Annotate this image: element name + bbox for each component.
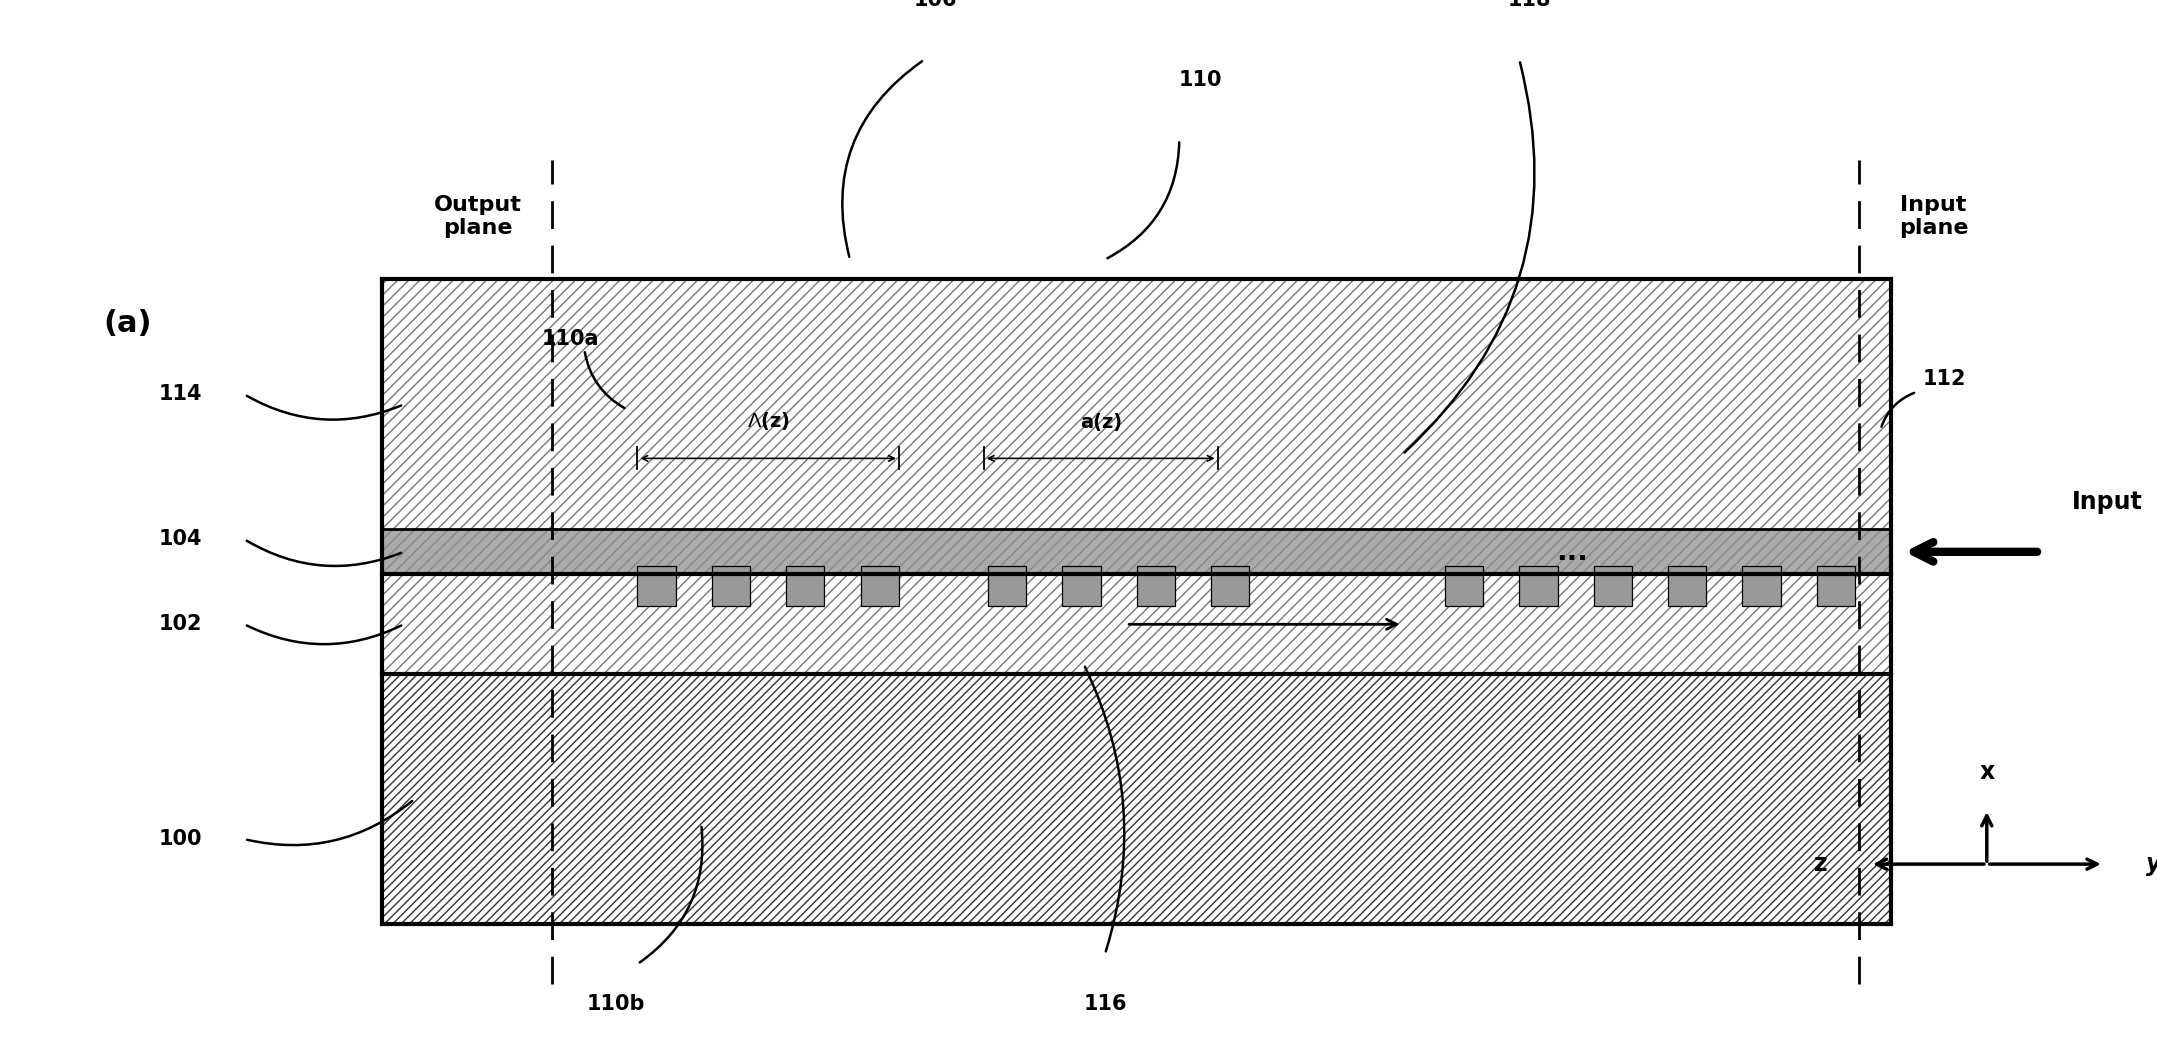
Text: z: z — [1814, 852, 1827, 876]
Text: 118: 118 — [1508, 0, 1551, 9]
Text: Input
plane: Input plane — [1898, 195, 1969, 238]
Bar — [712, 566, 751, 606]
Bar — [1137, 566, 1176, 606]
Text: ...: ... — [1557, 538, 1588, 566]
Bar — [382, 529, 1892, 574]
Text: 110a: 110a — [541, 330, 600, 350]
Text: $\Lambda$(z): $\Lambda$(z) — [746, 410, 789, 432]
Bar — [638, 566, 675, 606]
Bar — [1594, 566, 1633, 606]
Text: 104: 104 — [160, 529, 203, 549]
Text: 116: 116 — [1083, 994, 1126, 1014]
Text: Output
plane: Output plane — [434, 195, 522, 238]
Bar — [1743, 566, 1782, 606]
Bar — [785, 566, 824, 606]
Bar — [1667, 566, 1706, 606]
Bar — [988, 566, 1027, 606]
Bar — [861, 566, 899, 606]
Text: x: x — [1980, 760, 1995, 784]
Text: y: y — [2146, 852, 2157, 876]
Text: 110b: 110b — [587, 994, 645, 1014]
Text: Input: Input — [2071, 490, 2142, 514]
Text: (a): (a) — [104, 310, 151, 338]
Text: 110: 110 — [1180, 70, 1223, 90]
Text: 112: 112 — [1924, 370, 1967, 389]
Bar — [1816, 566, 1855, 606]
Text: 114: 114 — [160, 385, 203, 405]
Bar — [1445, 566, 1484, 606]
Bar — [1212, 566, 1249, 606]
Text: 106: 106 — [912, 0, 958, 9]
Bar — [382, 279, 1892, 529]
Bar — [382, 675, 1892, 924]
Bar — [1519, 566, 1557, 606]
Bar — [1063, 566, 1100, 606]
Text: a(z): a(z) — [1081, 413, 1122, 432]
Text: 102: 102 — [160, 614, 203, 635]
Text: 100: 100 — [160, 829, 203, 850]
Bar — [382, 574, 1892, 675]
